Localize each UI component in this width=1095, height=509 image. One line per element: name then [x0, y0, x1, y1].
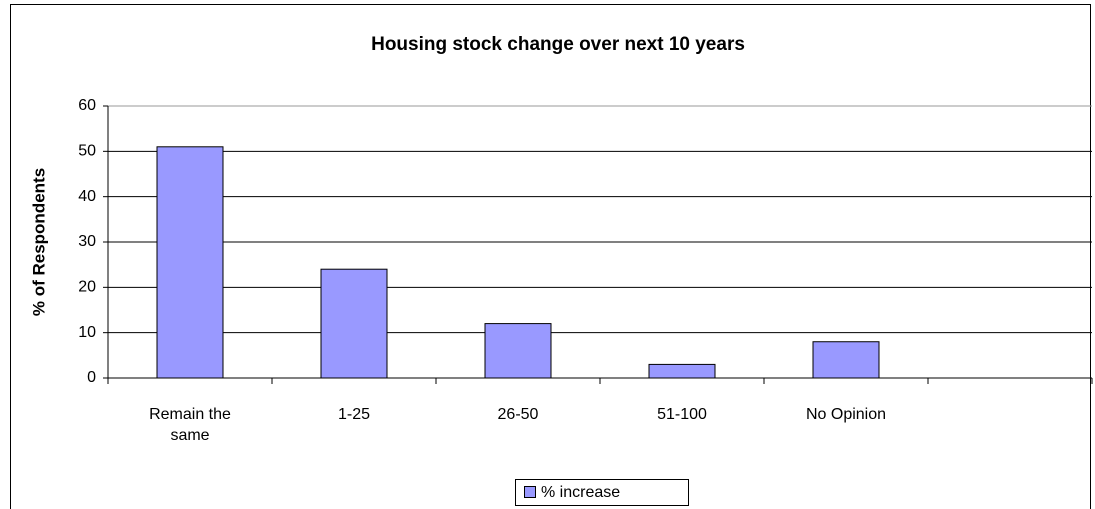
x-tick-label: Remain the same — [149, 406, 231, 444]
legend-label: % increase — [541, 484, 620, 501]
bar — [156, 146, 224, 379]
y-tick-label: 30 — [78, 233, 96, 250]
x-tick-label: No Opinion — [805, 406, 887, 423]
y-tick-label: 10 — [78, 324, 96, 341]
y-tick-label: 50 — [78, 143, 96, 160]
y-tick-label: 20 — [78, 279, 96, 296]
y-tick-label: 40 — [78, 188, 96, 205]
legend-swatch — [524, 486, 536, 498]
y-axis-label: % of Respondents — [29, 168, 48, 316]
legend-box — [515, 479, 689, 506]
y-tick-label: 0 — [87, 369, 96, 386]
chart-title: Housing stock change over next 10 years — [371, 34, 745, 55]
bar — [648, 363, 716, 379]
bar — [812, 341, 880, 379]
x-tick-label: 51-100 — [657, 406, 707, 423]
bar — [320, 268, 388, 379]
y-tick-label: 60 — [78, 97, 96, 114]
x-tick-label: 26-50 — [497, 406, 539, 423]
bar — [484, 323, 552, 379]
x-tick-label: 1-25 — [337, 406, 371, 423]
